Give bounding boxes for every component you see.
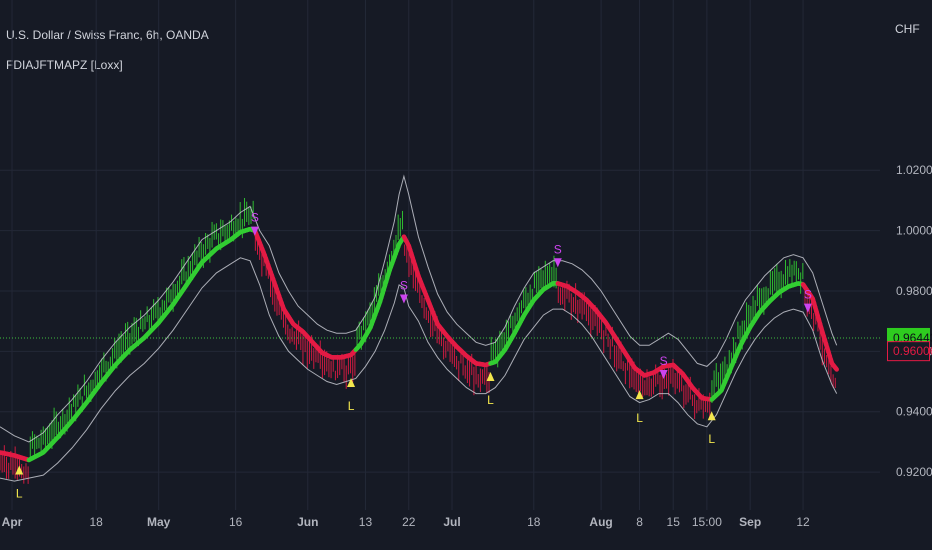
time-tick-label: 15	[667, 515, 681, 529]
long-signal-label: L	[487, 393, 494, 407]
short-signal-triangle	[250, 226, 259, 236]
price-axis[interactable]: 0.920000.940000.960000.980001.000001.020…	[887, 163, 932, 479]
lower-band-line	[0, 257, 838, 482]
long-signal-triangle	[635, 390, 644, 400]
grid-lines	[0, 0, 880, 510]
time-tick-label: Aug	[589, 515, 612, 529]
short-signal-label: S	[804, 288, 812, 302]
time-tick-label: Jun	[297, 515, 318, 529]
long-signal-label: L	[16, 487, 23, 501]
indicator-price-badge	[887, 341, 930, 362]
currency-label: CHF	[895, 22, 920, 36]
price-candles	[0, 198, 836, 484]
short-signal-label: S	[660, 354, 668, 368]
upper-band-line	[0, 174, 838, 443]
long-signal-triangle	[707, 411, 716, 421]
short-signal-triangle	[553, 258, 562, 268]
short-signal-label: S	[554, 242, 562, 256]
time-tick-label: Jul	[443, 515, 460, 529]
time-tick-label: 22	[402, 515, 416, 529]
time-tick-label: 15:00	[692, 515, 722, 529]
time-tick-label: 8	[636, 515, 643, 529]
time-tick-label: 18	[89, 515, 103, 529]
indicator-price-value: 0.96006	[893, 344, 932, 358]
long-signal-label: L	[636, 411, 643, 425]
time-tick-label: 16	[229, 515, 243, 529]
time-tick-label: 12	[796, 515, 810, 529]
short-signal-label: S	[251, 211, 259, 225]
band-lines	[0, 174, 838, 482]
short-signal-triangle	[659, 369, 668, 379]
price-tick-label: 0.98000	[896, 284, 932, 298]
short-signal-label: S	[400, 279, 408, 293]
time-tick-label: Sep	[739, 515, 761, 529]
ma-segment	[833, 365, 839, 372]
time-tick-label: 13	[359, 515, 373, 529]
long-signal-triangle	[486, 371, 495, 381]
long-signal-label: L	[708, 432, 715, 446]
indicator-title[interactable]: FDIAJFTMAPZ [Loxx]	[6, 58, 123, 72]
short-signal-triangle	[803, 303, 812, 313]
long-signal-triangle	[347, 378, 356, 388]
price-tick-label: 1.00000	[896, 224, 932, 238]
time-tick-label: May	[147, 515, 171, 529]
symbol-title[interactable]: U.S. Dollar / Swiss Franc, 6h, OANDA	[6, 28, 209, 42]
long-signal-label: L	[348, 399, 355, 413]
moving-average-line	[0, 226, 839, 463]
time-tick-label: Apr	[2, 515, 23, 529]
time-tick-label: 18	[527, 515, 541, 529]
long-signal-triangle	[15, 465, 24, 475]
time-axis[interactable]: Apr 18 May 16 Jun 13 22 Jul 18 Aug 8 15 15:00 Sep 12	[2, 515, 810, 529]
short-signal-triangle	[399, 294, 408, 304]
signal-markers: L S L S L S L S L S	[15, 211, 812, 501]
